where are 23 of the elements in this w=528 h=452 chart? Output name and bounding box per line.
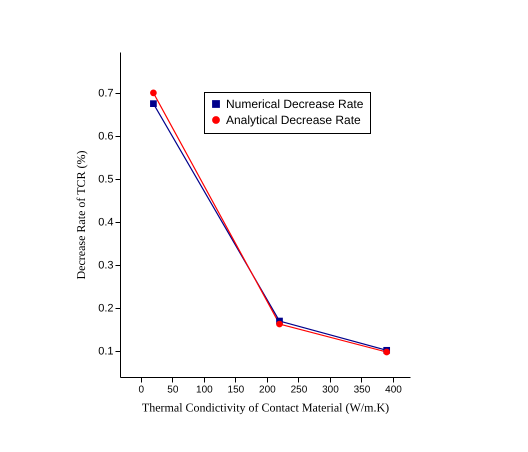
y-tick-label: 0.2 <box>98 302 114 315</box>
x-tick-label: 350 <box>354 384 371 396</box>
y-tick-label: 0.7 <box>98 87 114 100</box>
x-tick-label: 400 <box>385 384 402 396</box>
point <box>150 100 157 108</box>
x-tick-label: 100 <box>196 384 214 396</box>
x-tick-label: 300 <box>322 384 340 396</box>
y-tick-label: 0.3 <box>98 260 114 272</box>
y-tick-label: 0.4 <box>98 216 114 229</box>
y-axis-title: Decrease Rate of TCR (%) <box>74 150 88 280</box>
x-tick-label: 50 <box>167 384 179 396</box>
x-axis-title: Thermal Condictivity of Contact Material (W/m.K) <box>142 400 390 414</box>
x-tick-label: 150 <box>228 384 245 396</box>
point <box>150 90 157 96</box>
point <box>276 320 283 328</box>
x-tick-label: 250 <box>290 384 308 396</box>
x-tick-label: 200 <box>259 384 276 396</box>
y-tick-label: 0.1 <box>98 346 114 358</box>
y-tick-label: 0.5 <box>98 173 114 186</box>
legend-label: Numerical Decrease Rate <box>226 97 364 111</box>
y-tick-label: 0.6 <box>98 130 114 142</box>
x-tick-label: 0 <box>138 384 145 396</box>
legend-label: Analytical Decrease Rate <box>226 113 362 127</box>
